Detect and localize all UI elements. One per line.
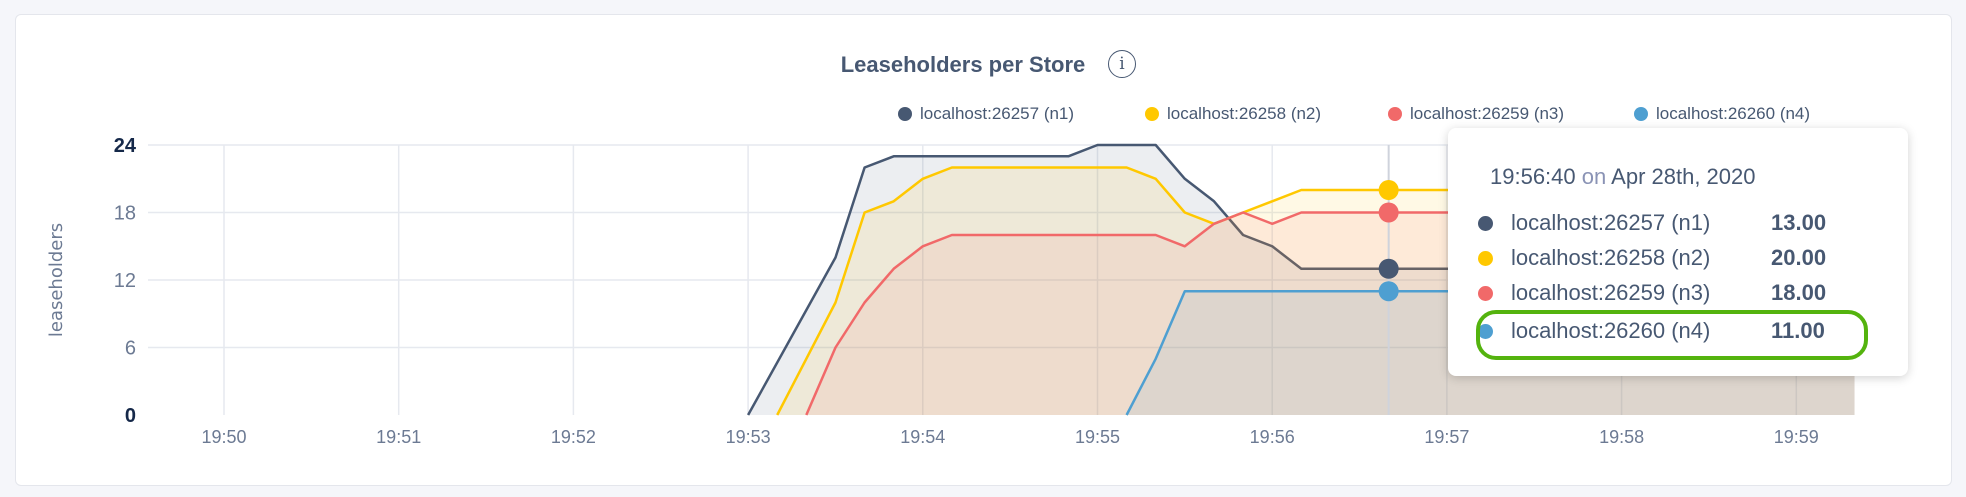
- legend-item-n2[interactable]: localhost:26258 (n2): [1145, 104, 1321, 124]
- series-line-1: [747, 143, 1855, 416]
- tooltip-row-value: 18.00: [1771, 280, 1827, 305]
- chart-title: Leaseholders per Store: [840, 52, 1086, 77]
- tooltip-highlight-outline: [1476, 310, 1868, 360]
- hover-marker-1: [1378, 258, 1399, 279]
- tooltip-date: Apr 28th, 2020: [1611, 164, 1756, 189]
- tooltip-time: 19:56:40 on Apr 28th, 2020: [1490, 164, 1756, 190]
- hover-marker-2: [1378, 180, 1399, 200]
- tooltip-on: on: [1581, 164, 1607, 189]
- series-line-2: [776, 166, 1855, 416]
- x-tick-label: 19:50: [201, 427, 246, 447]
- x-tick-label: 19:51: [376, 427, 421, 447]
- tooltip-row-n2: localhost:26258 (n2) 20.00: [1478, 241, 1858, 275]
- y-tick-label: 12: [114, 270, 136, 292]
- series-dot-icon: [1478, 250, 1493, 266]
- legend-item-n4[interactable]: localhost:26260 (n4): [1634, 104, 1810, 124]
- info-icon[interactable]: i: [1108, 50, 1136, 78]
- y-tick-label: 24: [114, 135, 137, 157]
- legend-label: localhost:26260 (n4): [1656, 104, 1811, 123]
- tooltip-row-value: 13.00: [1771, 210, 1827, 235]
- x-tick-label: 19:58: [1599, 427, 1644, 447]
- tooltip-time-value: 19:56:40: [1490, 164, 1576, 189]
- y-axis-label: leaseholders: [46, 223, 67, 337]
- x-tick-label: 19:59: [1774, 427, 1819, 447]
- series-dot-icon: [1478, 215, 1493, 231]
- y-tick-label: 0: [125, 405, 136, 427]
- tooltip-row-label: localhost:26260 (n4): [1511, 318, 1711, 343]
- tooltip-row-n3: localhost:26259 (n3) 18.00: [1478, 276, 1858, 310]
- legend-item-n3[interactable]: localhost:26259 (n3): [1388, 104, 1564, 124]
- tooltip-row-value: 11.00: [1771, 318, 1825, 343]
- x-tick-label: 19:54: [900, 427, 945, 447]
- x-tick-label: 19:56: [1250, 427, 1295, 447]
- x-tick-label: 19:55: [1075, 427, 1120, 447]
- tooltip-row-n4: localhost:26260 (n4) 11.00: [1478, 314, 1858, 348]
- y-tick-label: 18: [114, 203, 136, 225]
- x-tick-label: 19:57: [1424, 427, 1469, 447]
- series-dot-icon: [1478, 285, 1493, 301]
- x-tick-label: 19:53: [726, 427, 771, 447]
- tooltip-row-n1: localhost:26257 (n1) 13.00: [1478, 206, 1858, 240]
- legend-dot-icon: [1388, 107, 1402, 121]
- x-tick-label: 19:52: [551, 427, 596, 447]
- tooltip-row-label: localhost:26258 (n2): [1511, 245, 1711, 270]
- y-tick-label: 6: [125, 338, 136, 360]
- hover-marker-3: [1378, 202, 1399, 223]
- hover-marker-4: [1378, 281, 1399, 302]
- legend-dot-icon: [1145, 107, 1159, 121]
- legend-item-n1[interactable]: localhost:26257 (n1): [898, 104, 1074, 124]
- tooltip-row-label: localhost:26257 (n1): [1511, 210, 1711, 235]
- tooltip-row-label: localhost:26259 (n3): [1511, 280, 1711, 305]
- legend-label: localhost:26257 (n1): [920, 104, 1075, 123]
- legend-label: localhost:26258 (n2): [1167, 104, 1322, 123]
- legend-dot-icon: [1634, 107, 1648, 121]
- tooltip-row-value: 20.00: [1771, 245, 1827, 270]
- tooltip: 19:56:40 on Apr 28th, 2020 localhost:262…: [1448, 128, 1908, 376]
- legend-dot-icon: [898, 107, 912, 121]
- chart-title-row: Leaseholders per Store: [0, 52, 1966, 78]
- legend-label: localhost:26259 (n3): [1410, 104, 1565, 123]
- series-line-3: [805, 211, 1855, 416]
